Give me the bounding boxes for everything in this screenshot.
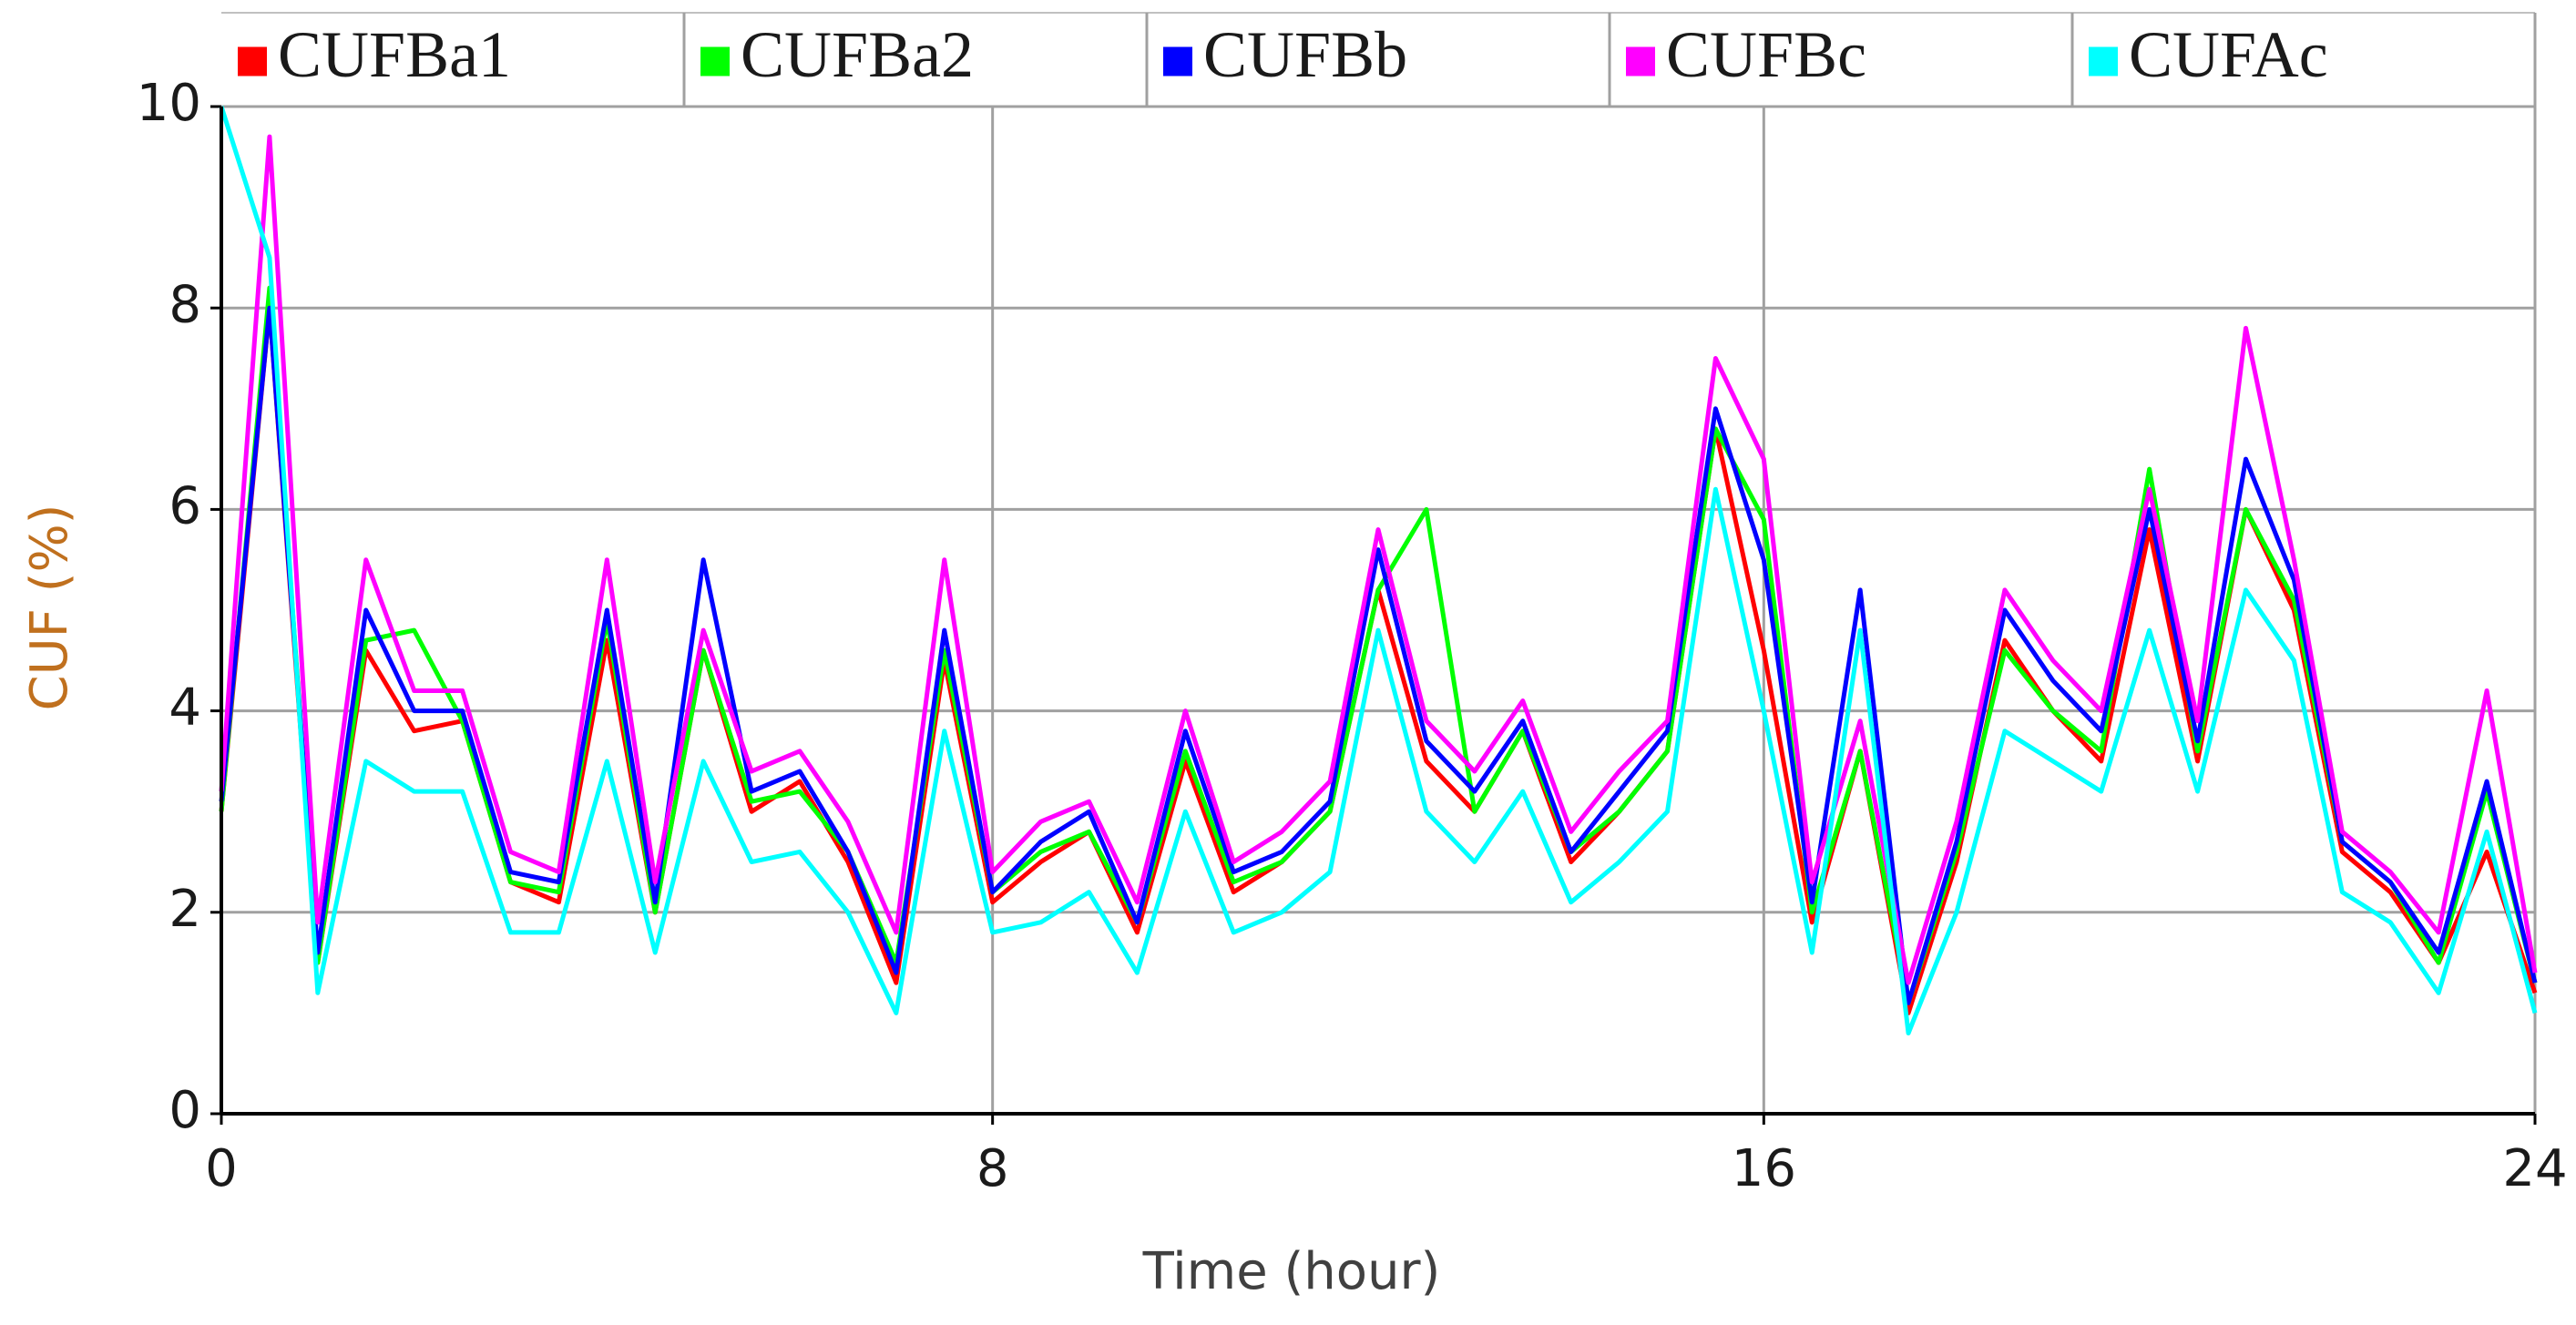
legend-label: CUFBb — [1203, 18, 1407, 91]
x-tick-label: 24 — [2502, 1139, 2567, 1198]
y-axis-title: CUF (%) — [20, 504, 79, 710]
legend-label: CUFBa1 — [278, 18, 511, 91]
legend-swatch — [238, 46, 267, 76]
legend-swatch — [700, 46, 730, 76]
series-line — [219, 134, 2538, 985]
x-tick-label: 0 — [205, 1139, 238, 1198]
y-tick-label: 10 — [137, 74, 201, 133]
x-tick-label: 16 — [1732, 1139, 1796, 1198]
legend-label: CUFBc — [1666, 18, 1866, 91]
legend-label: CUFAc — [2129, 18, 2328, 91]
legend-swatch — [1163, 46, 1192, 76]
legend-swatch — [1626, 46, 1655, 76]
y-tick-label: 2 — [169, 880, 201, 939]
series-line — [219, 305, 2538, 1005]
y-tick-label: 4 — [169, 678, 201, 738]
x-axis-title: Time (hour) — [1142, 1242, 1441, 1301]
plot-area — [220, 105, 2537, 1116]
y-tick-label: 8 — [169, 275, 201, 334]
legend-label: CUFBa2 — [741, 18, 974, 91]
x-tick-label: 8 — [976, 1139, 1009, 1198]
series-line — [219, 106, 2538, 1036]
legend-swatch — [2089, 46, 2118, 76]
y-tick-label: 6 — [169, 477, 201, 536]
y-tick-label: 0 — [169, 1081, 201, 1140]
